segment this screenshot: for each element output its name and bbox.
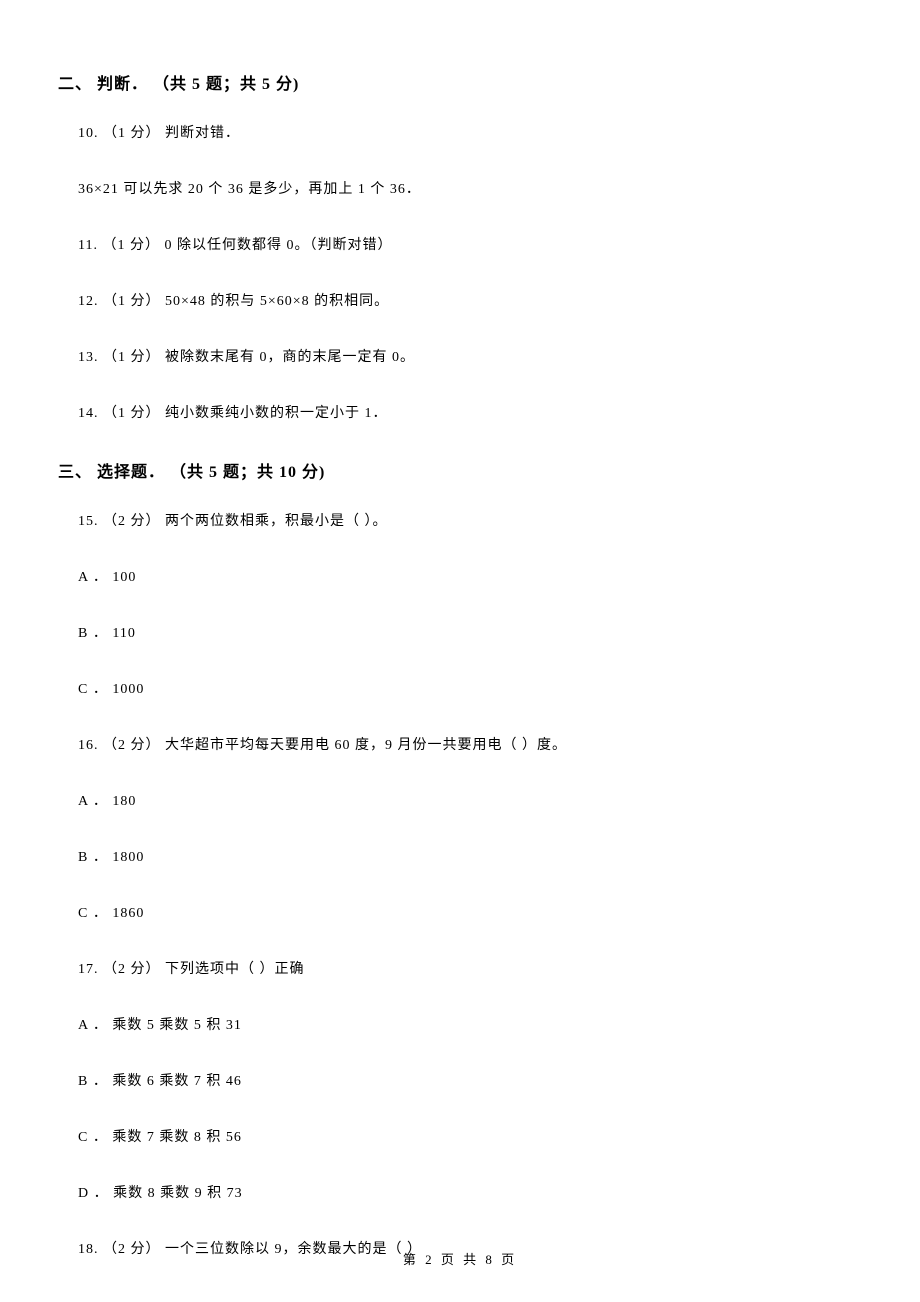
question-12: 12. （1 分） 50×48 的积与 5×60×8 的积相同。 xyxy=(78,290,862,310)
question-15-option-a: A ． 100 xyxy=(78,566,862,586)
question-15-option-b: B ． 110 xyxy=(78,622,862,642)
question-17-option-d: D ． 乘数 8 乘数 9 积 73 xyxy=(78,1182,862,1202)
question-17-option-b: B ． 乘数 6 乘数 7 积 46 xyxy=(78,1070,862,1090)
question-11: 11. （1 分） 0 除以任何数都得 0。（判断对错） xyxy=(78,234,862,254)
question-16-option-a: A ． 180 xyxy=(78,790,862,810)
question-17-option-c: C ． 乘数 7 乘数 8 积 56 xyxy=(78,1126,862,1146)
section-2-header: 二、 判断． （共 5 题；共 5 分) xyxy=(58,70,862,94)
question-16-text: 16. （2 分） 大华超市平均每天要用电 60 度，9 月份一共要用电（ ）度… xyxy=(78,734,862,754)
question-16-option-c: C ． 1860 xyxy=(78,902,862,922)
page-footer: 第 2 页 共 8 页 xyxy=(0,1249,920,1268)
question-14: 14. （1 分） 纯小数乘纯小数的积一定小于 1． xyxy=(78,402,862,422)
question-17-text: 17. （2 分） 下列选项中（ ）正确 xyxy=(78,958,862,978)
section-3-header: 三、 选择题． （共 5 题；共 10 分) xyxy=(58,458,862,482)
question-13: 13. （1 分） 被除数末尾有 0，商的末尾一定有 0。 xyxy=(78,346,862,366)
question-15-text: 15. （2 分） 两个两位数相乘，积最小是（ ）。 xyxy=(78,510,862,530)
question-10-line1: 10. （1 分） 判断对错． xyxy=(78,122,862,142)
question-10-line2: 36×21 可以先求 20 个 36 是多少，再加上 1 个 36． xyxy=(78,178,862,198)
question-17-option-a: A ． 乘数 5 乘数 5 积 31 xyxy=(78,1014,862,1034)
question-16-option-b: B ． 1800 xyxy=(78,846,862,866)
question-15-option-c: C ． 1000 xyxy=(78,678,862,698)
